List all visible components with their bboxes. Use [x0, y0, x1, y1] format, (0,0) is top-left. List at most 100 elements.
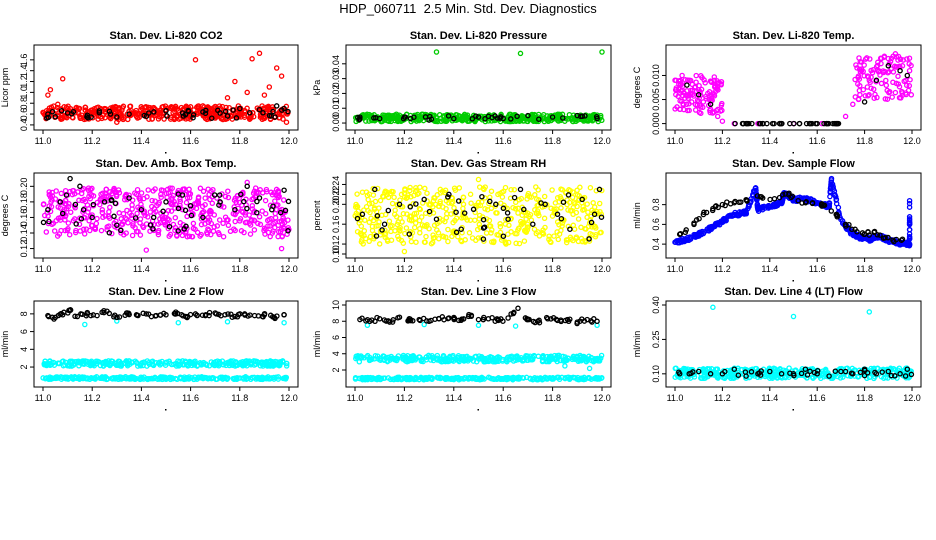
data-point: [854, 229, 860, 235]
data-point: [282, 375, 288, 381]
y-tick-label: 0.12: [331, 235, 341, 253]
data-point: [549, 187, 555, 193]
plot-frame: [33, 44, 299, 131]
data-point: [281, 217, 287, 223]
data-point: [263, 188, 270, 195]
data-point: [216, 361, 222, 367]
data-point: [398, 191, 405, 198]
chart-title: Stan. Dev. Amb. Box Temp.: [96, 158, 237, 170]
data-point: [377, 197, 384, 204]
x-tick-label: 11.8: [231, 264, 248, 274]
data-point: [889, 94, 895, 100]
y-axis-label: ml/min: [632, 202, 642, 229]
data-point: [213, 311, 220, 317]
data-point: [466, 375, 472, 381]
data-point: [460, 205, 466, 212]
data-point: [246, 110, 253, 116]
data-point: [179, 232, 186, 239]
data-point: [453, 209, 459, 215]
data-point: [126, 192, 132, 198]
data-point: [385, 112, 391, 118]
data-point: [417, 230, 423, 236]
data-point: [275, 233, 281, 240]
data-point: [710, 304, 716, 311]
data-point: [485, 113, 492, 120]
data-point: [677, 98, 683, 104]
data-point: [437, 186, 444, 193]
data-point: [516, 197, 522, 203]
data-point: [445, 356, 452, 362]
data-point: [515, 210, 521, 216]
data-point: [684, 88, 690, 94]
data-point: [206, 363, 213, 369]
data-point: [597, 229, 603, 236]
data-point: [407, 213, 413, 220]
data-point: [907, 76, 913, 83]
data-point: [169, 375, 175, 381]
data-point: [200, 188, 207, 195]
data-point: [820, 370, 826, 377]
data-point: [731, 366, 738, 372]
data-point: [244, 183, 250, 190]
data-point: [46, 192, 53, 198]
data-point: [470, 206, 477, 213]
data-point: [247, 222, 254, 228]
y-tick-label: 2: [331, 367, 341, 372]
data-point: [209, 115, 215, 121]
data-point: [500, 115, 506, 122]
x-axis-label-mark: [477, 280, 479, 282]
data-point: [255, 313, 262, 319]
data-point: [396, 226, 402, 232]
data-point: [126, 195, 132, 201]
data-point: [140, 310, 146, 317]
y-tick-label: 0.8: [19, 97, 29, 110]
data-point: [390, 317, 396, 323]
data-point: [758, 194, 765, 200]
y-tick-label: 4: [331, 351, 341, 356]
data-point: [134, 210, 140, 217]
data-point: [584, 201, 590, 207]
data-point: [555, 354, 561, 361]
data-point: [365, 196, 371, 203]
data-point: [225, 194, 232, 201]
data-point: [468, 200, 474, 206]
data-point: [220, 233, 227, 240]
y-axis-label: ml/min: [0, 331, 10, 358]
data-point: [885, 63, 892, 69]
data-point: [198, 231, 204, 238]
data-point: [250, 113, 257, 120]
x-tick-label: 12.0: [593, 136, 611, 146]
data-point: [903, 82, 910, 89]
data-point: [172, 375, 179, 382]
data-point: [525, 112, 531, 119]
data-point: [143, 247, 150, 253]
data-point: [260, 110, 266, 116]
x-tick-label: 11.8: [856, 136, 873, 146]
data-point: [533, 210, 540, 216]
x-tick-label: 11.4: [445, 393, 462, 403]
data-point: [708, 98, 714, 104]
data-point: [554, 211, 561, 218]
data-point: [719, 371, 726, 377]
data-point: [88, 222, 95, 229]
data-point: [691, 220, 697, 226]
data-point: [199, 312, 206, 318]
data-point: [555, 236, 562, 243]
data-point: [406, 231, 413, 237]
data-point: [164, 113, 170, 119]
data-point: [878, 60, 884, 67]
data-point: [407, 204, 414, 210]
data-point: [371, 236, 377, 242]
data-point: [577, 184, 583, 191]
data-point: [866, 374, 873, 381]
data-point: [194, 362, 201, 369]
data-point: [359, 315, 365, 321]
data-point: [906, 217, 913, 224]
data-point: [698, 73, 704, 79]
data-point: [453, 229, 460, 236]
data-point: [586, 353, 592, 360]
data-point: [93, 105, 100, 111]
data-point: [181, 226, 187, 232]
series-layer: [40, 175, 292, 253]
